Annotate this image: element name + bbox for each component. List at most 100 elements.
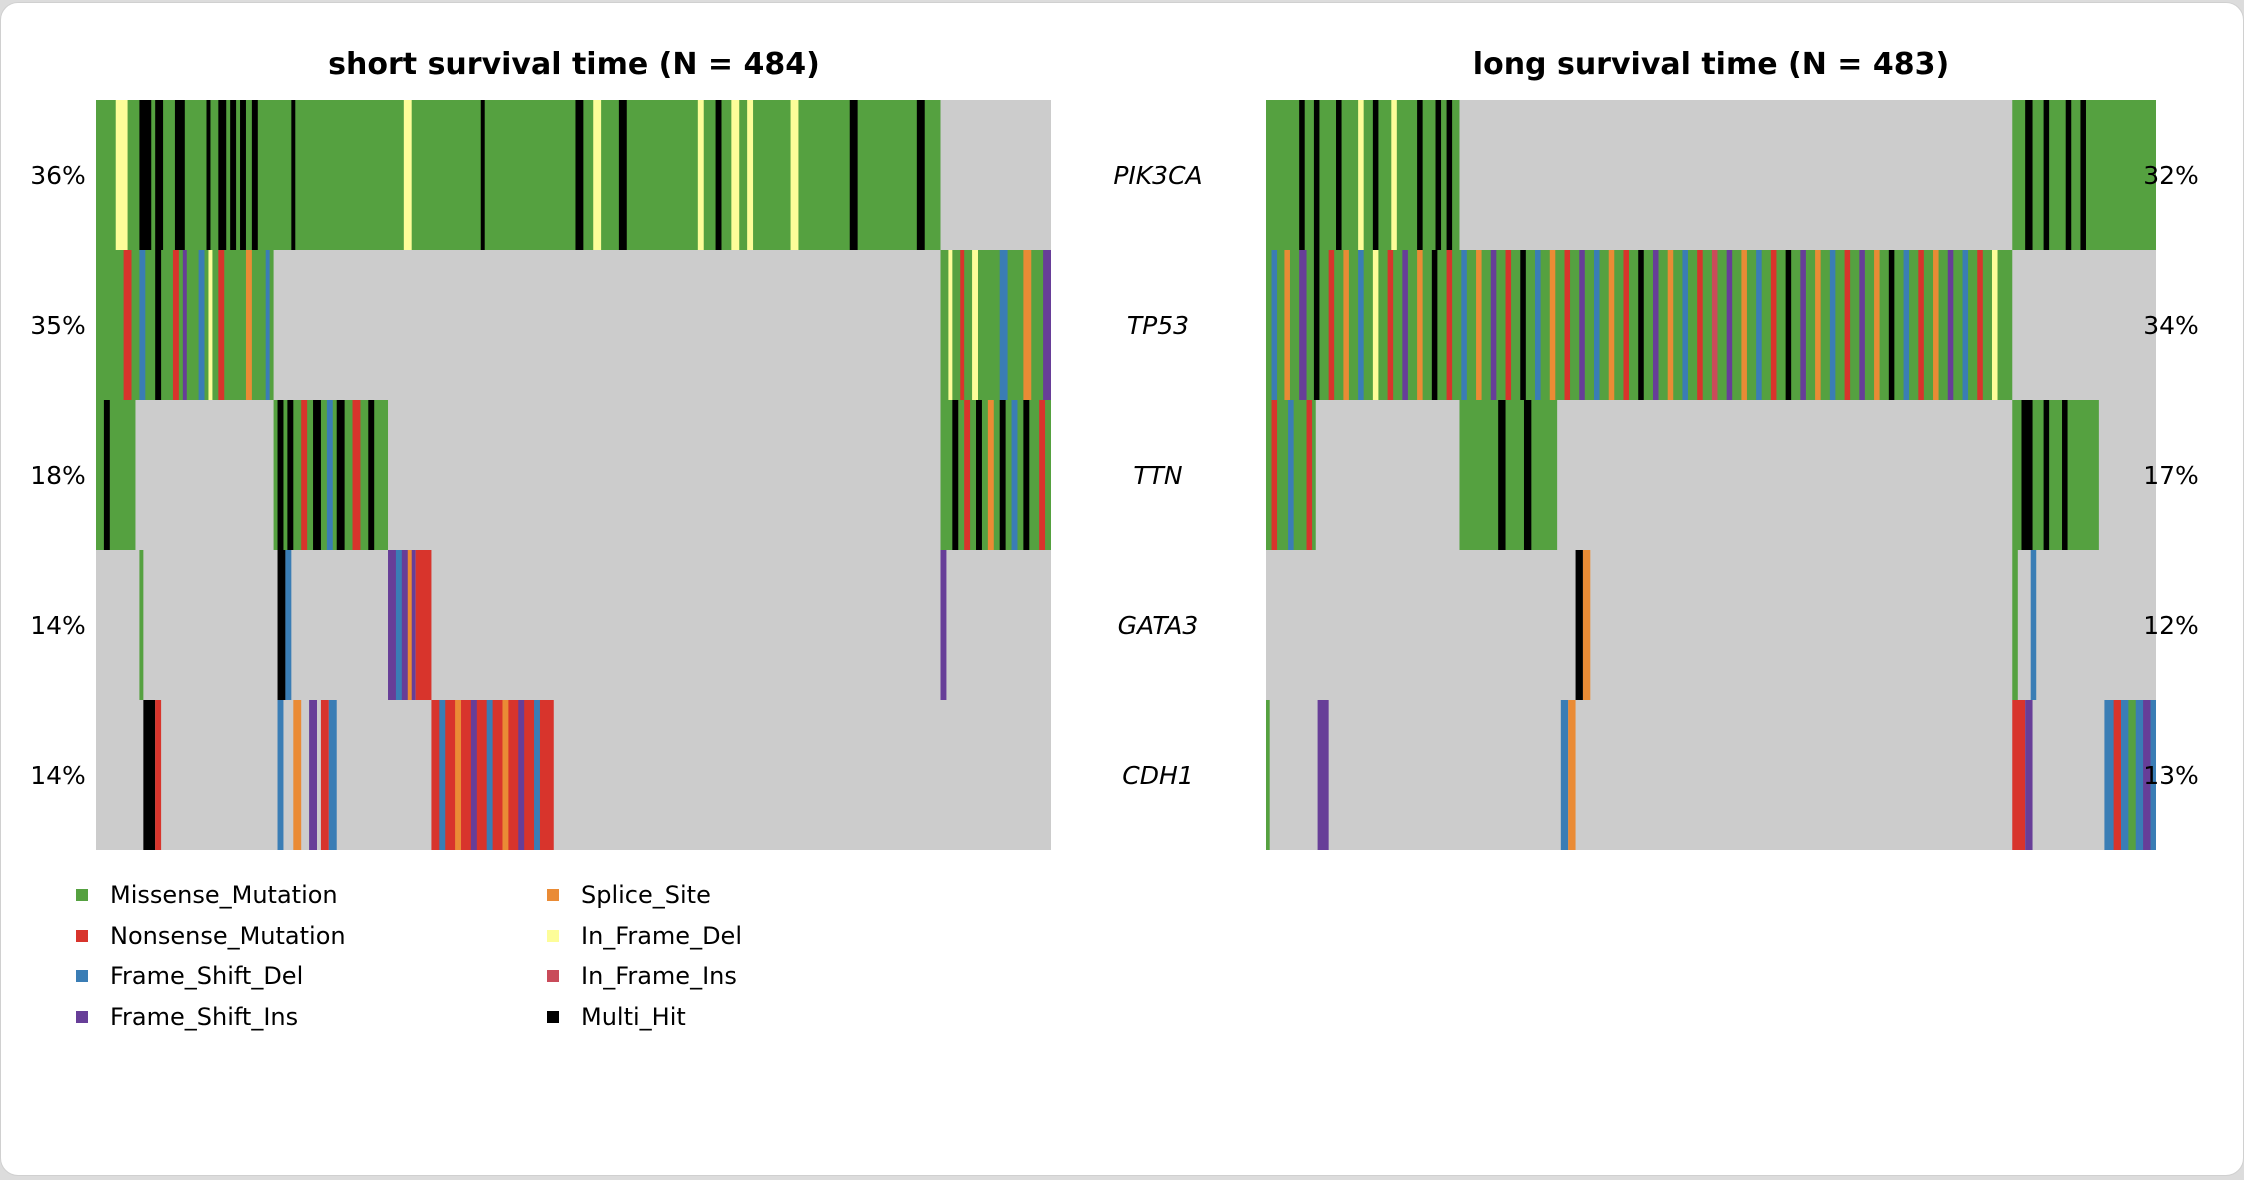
mutation-bar-cdh1-1-7	[2113, 700, 2121, 850]
mutation-bar-ttn-1-8	[2021, 400, 2033, 550]
legend-swatch	[547, 1011, 559, 1023]
mutation-bar-pik3ca-0-19	[747, 100, 754, 250]
pct-label-tp53-panel-1: 34%	[2143, 311, 2199, 340]
mutation-bar-gata3-1-2	[2012, 550, 2018, 700]
mutation-bar-gata3-1-3	[2030, 550, 2037, 700]
mutation-bar-pik3ca-0-10	[291, 100, 296, 250]
mutation-bar-ttn-0-10	[368, 400, 375, 550]
mutation-bar-tp53-1-46	[1933, 250, 1939, 400]
mutation-bar-tp53-1-12	[1431, 250, 1438, 400]
mutation-bar-gata3-0-0	[139, 550, 144, 700]
mutation-bar-pik3ca-0-1	[115, 100, 128, 250]
mutation-bar-tp53-1-30	[1697, 250, 1703, 400]
mutation-bar-cdh1-0-4	[309, 700, 317, 850]
mutation-bar-tp53-0-15	[999, 250, 1008, 400]
oncoplot-figure: short survival time (N = 484) long survi…	[30, 47, 2199, 850]
mutation-bar-gata3-0-5	[407, 550, 412, 700]
mutation-bar-tp53-1-9	[1387, 250, 1394, 400]
mutation-bar-ttn-0-0	[96, 400, 136, 550]
mutation-bar-tp53-1-27	[1652, 250, 1659, 400]
mutation-bar-pik3ca-0-8	[240, 100, 246, 250]
pct-label-tp53-panel-0: 35%	[30, 311, 86, 340]
mutation-bar-cdh1-0-5	[320, 700, 329, 850]
mutation-bar-pik3ca-1-14	[2080, 100, 2086, 250]
mutation-bar-tp53-1-50	[1992, 250, 1998, 400]
mutation-bar-cdh1-0-10	[470, 700, 477, 850]
legend-item-missense-mutation: Missense_Mutation	[76, 878, 338, 912]
legend-swatch	[547, 930, 559, 942]
gene-label-gata3: GATA3	[1118, 611, 1199, 640]
mutation-bar-pik3ca-0-9	[251, 100, 258, 250]
legend-swatch	[547, 970, 559, 982]
mutation-bar-tp53-1-47	[1947, 250, 1954, 400]
mutation-bar-tp53-1-29	[1682, 250, 1688, 400]
gene-label-cdh1: CDH1	[1122, 761, 1193, 790]
mutation-bar-tp53-1-25	[1623, 250, 1629, 400]
mutation-bar-ttn-1-10	[2062, 400, 2068, 550]
mutation-bar-gata3-1-1	[1582, 550, 1591, 700]
mutation-bar-cdh1-0-12	[502, 700, 509, 850]
mutation-bar-tp53-1-31	[1711, 250, 1718, 400]
row-bg-cdh1-panel-1	[1266, 700, 2156, 850]
mutation-bar-ttn-0-4	[287, 400, 294, 550]
mutation-bar-pik3ca-0-4	[174, 100, 185, 250]
mutation-bar-cdh1-1-8	[2128, 700, 2136, 850]
mutation-bar-tp53-1-7	[1358, 250, 1364, 400]
mutation-bar-gata3-0-2	[285, 550, 292, 700]
mutation-bar-ttn-1-9	[2043, 400, 2050, 550]
mutation-bar-tp53-0-11	[940, 250, 1051, 400]
mutation-bar-tp53-0-1	[123, 250, 132, 400]
mutation-bar-tp53-1-38	[1815, 250, 1821, 400]
mutation-bar-pik3ca-0-11	[403, 100, 412, 250]
mutation-bar-tp53-0-16	[1023, 250, 1032, 400]
mutation-bar-tp53-1-19	[1535, 250, 1541, 400]
mutation-bar-cdh1-0-8	[439, 700, 446, 850]
mutation-bar-pik3ca-0-18	[731, 100, 740, 250]
mutation-bar-cdh1-1-1	[1317, 700, 1329, 850]
mutation-bar-tp53-1-10	[1402, 250, 1408, 400]
mutation-bar-ttn-0-11	[940, 400, 1051, 550]
mutation-bar-tp53-1-43	[1888, 250, 1895, 400]
mutation-bar-tp53-1-5	[1328, 250, 1335, 400]
mutation-bar-tp53-1-40	[1844, 250, 1851, 400]
legend-swatch	[76, 970, 88, 982]
legend-swatch	[76, 889, 88, 901]
mutation-bar-tp53-1-20	[1549, 250, 1556, 400]
row-bg-cdh1-panel-0	[96, 700, 1051, 850]
mutation-bar-ttn-0-14	[976, 400, 982, 550]
mutation-bar-cdh1-0-9	[455, 700, 462, 850]
mutation-bar-pik3ca-1-1	[1299, 100, 1305, 250]
mutation-bar-cdh1-1-3	[1568, 700, 1576, 850]
mutation-bar-pik3ca-0-7	[230, 100, 237, 250]
mutation-bar-tp53-1-17	[1505, 250, 1512, 400]
mutation-bar-cdh1-0-0	[143, 700, 156, 850]
mutation-bar-ttn-0-12	[952, 400, 959, 550]
row-bg-ttn-panel-1	[1266, 400, 2156, 550]
legend-label: Multi_Hit	[581, 1003, 686, 1031]
mutation-bar-tp53-0-17	[1043, 250, 1051, 400]
mutation-bar-ttn-0-9	[352, 400, 361, 550]
mutation-bar-ttn-0-15	[987, 400, 994, 550]
mutation-bar-cdh1-0-1	[155, 700, 162, 850]
legend-swatch	[76, 930, 88, 942]
gene-label-ttn: TTN	[1133, 461, 1183, 490]
mutation-bar-gata3-0-1	[277, 550, 286, 700]
legend-item-nonsense-mutation: Nonsense_Mutation	[76, 919, 346, 953]
mutation-bar-ttn-1-6	[1523, 400, 1532, 550]
mutation-bar-pik3ca-1-3	[1336, 100, 1342, 250]
row-labels: 36% 35% 18% 14% 14% 32% 34% 17% 12% 13% PIK3CA TP53…	[30, 161, 2199, 790]
mutation-bar-tp53-1-13	[1446, 250, 1453, 400]
legend-item-frame-shift-ins: Frame_Shift_Ins	[76, 1000, 298, 1034]
mutation-bar-tp53-0-6	[198, 250, 205, 400]
mutation-bar-cdh1-0-11	[486, 700, 493, 850]
mutation-bar-cdh1-0-13	[518, 700, 525, 850]
legend-label: Splice_Site	[581, 881, 711, 909]
legend-label: Missense_Mutation	[110, 881, 338, 909]
mutation-bar-ttn-1-1	[1271, 400, 1278, 550]
mutation-bar-tp53-1-39	[1829, 250, 1836, 400]
mutation-bar-pik3ca-1-2	[1313, 100, 1320, 250]
mutation-bar-ttn-0-7	[326, 400, 333, 550]
mutation-bar-pik3ca-0-2	[139, 100, 152, 250]
pct-label-gata3-panel-1: 12%	[2143, 611, 2199, 640]
mutation-bar-pik3ca-0-5	[206, 100, 211, 250]
